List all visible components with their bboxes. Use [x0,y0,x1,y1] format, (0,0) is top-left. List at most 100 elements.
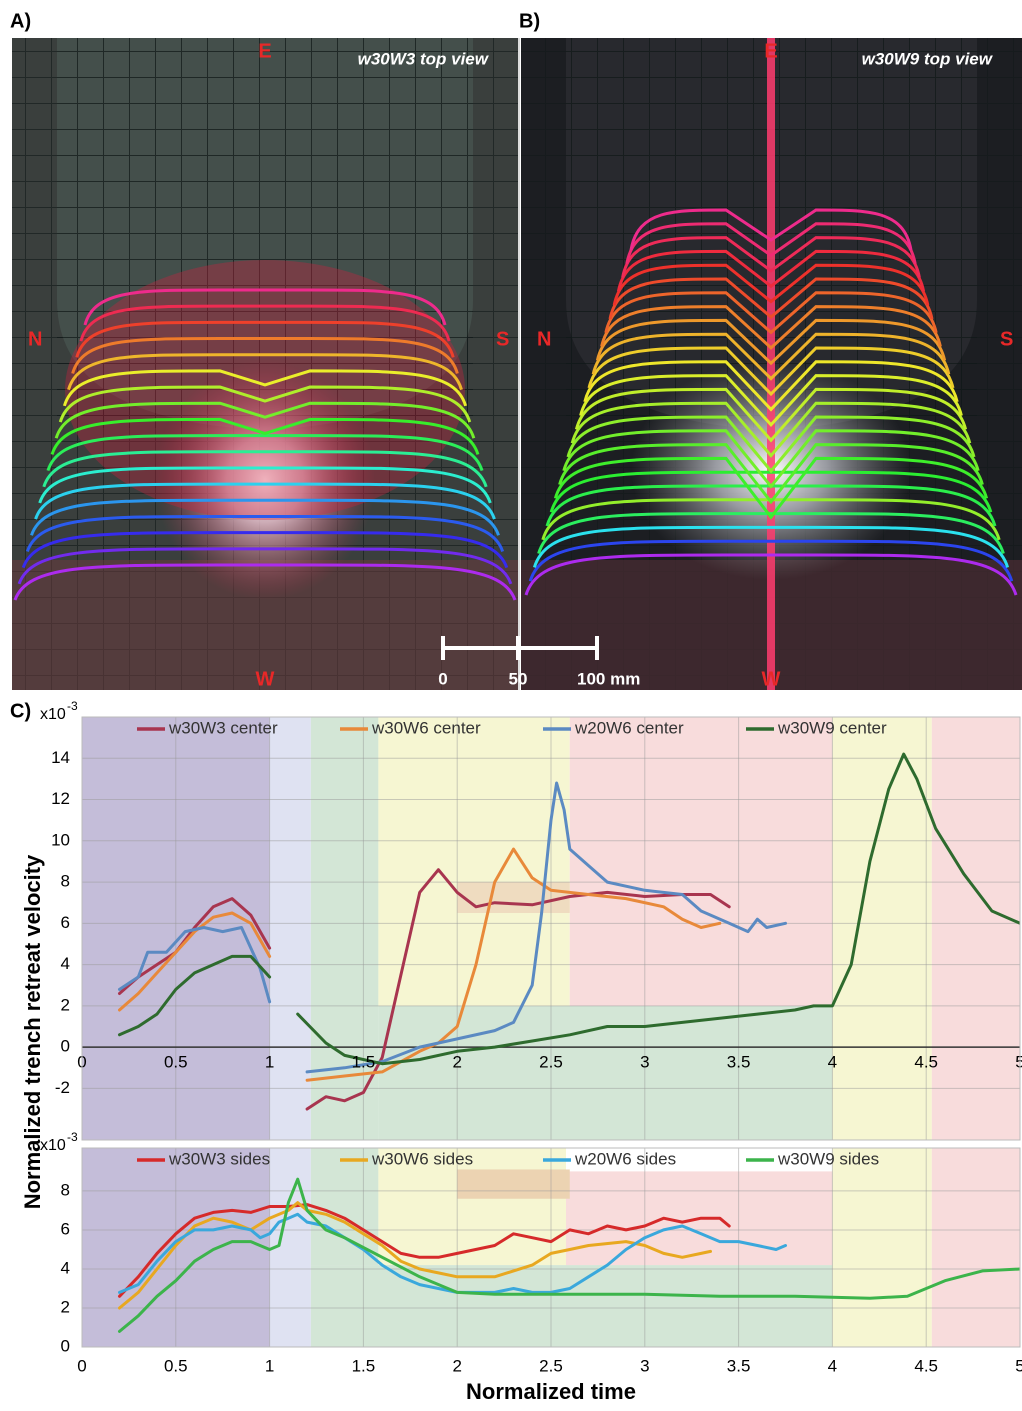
legend-label: w30W3 center [168,718,278,737]
y-tick-label: 6 [61,913,70,932]
photo-panel [12,38,518,690]
time-band [832,717,932,1140]
contour-line [595,318,947,366]
contour-line [600,305,942,350]
contour-line [612,263,930,306]
x-tick-label: 4.5 [914,1053,938,1072]
contour-line [579,374,963,428]
legend-label: w20W6 sides [574,1149,676,1168]
contour-line [50,417,480,455]
contour-line [17,547,513,585]
contour-line [528,539,1014,582]
plot-frame [81,1147,1021,1348]
compass-south: S [496,328,509,350]
contour-line [566,415,976,474]
time-band [378,1148,567,1266]
y-tick-label: 8 [61,1180,70,1199]
y-scale-base: x10 [40,706,66,723]
time-band [378,717,570,1006]
contour-line [524,553,1018,596]
x-tick-label: 2.5 [539,1053,563,1072]
contour-line [583,360,959,412]
panel-label: C) [10,700,31,722]
contour-line [562,429,980,489]
legend-label: w30W9 center [777,718,887,737]
panel-label: A) [10,10,31,32]
time-band [931,1148,1020,1347]
x-tick-label: 3 [640,1053,649,1072]
compass-south: S [1000,328,1013,350]
contour-line [30,498,500,536]
contour-line [83,288,447,326]
x-tick-label: 0 [77,1356,86,1375]
contour-line [25,514,505,552]
time-band [931,717,1020,1140]
x-tick-label: 3.5 [727,1356,751,1375]
x-tick-label: 2 [452,1356,461,1375]
contour-line [604,291,938,335]
time-band [269,717,311,1140]
time-band [310,1148,379,1266]
series-line [118,847,722,1082]
x-tick-label: 5 [1015,1356,1022,1375]
contour-line [537,512,1005,555]
contour-line [38,466,492,504]
contour-line [54,401,476,439]
contour-line [46,434,484,472]
red-glow [65,260,465,520]
contour-line [625,222,917,265]
series-line [118,1212,787,1294]
compass-east: E [258,40,271,62]
y-tick-label: -2 [55,1078,70,1097]
x-tick-label: 1.5 [352,1053,376,1072]
contour-line [574,387,968,443]
series-line [118,868,731,1111]
y-scale-exponent: -3 [67,699,78,713]
x-tick-label: 1 [265,1356,274,1375]
y-tick-label: 12 [51,789,70,808]
plot-frame [81,716,1021,1141]
x-tick-label: 3 [640,1356,649,1375]
y-tick-label: 0 [61,1336,70,1355]
time-band [457,1169,570,1199]
photo-panel [521,38,1022,690]
time-band [457,882,570,914]
x-tick-label: 2.5 [539,1356,563,1375]
x-tick-label: 3.5 [727,1053,751,1072]
x-axis-label: Normalized time [466,1379,636,1404]
panel-title: w30W9 top view [862,49,994,68]
contour-line [616,249,926,292]
time-band [569,717,833,1006]
y-scale-base: x10 [40,1137,66,1154]
contour-line [42,450,488,488]
contour-line [570,401,972,458]
y-tick-label: 6 [61,1219,70,1238]
y-tick-label: 4 [61,954,70,973]
contour-line [532,525,1010,568]
contour-line [591,332,951,381]
scale-label: 50 [509,669,528,688]
series-line [118,1201,712,1310]
y-scale-exponent: -3 [67,1130,78,1144]
scale-label: 0 [438,669,447,688]
contour-line [13,563,517,601]
contour-line [629,208,913,251]
series-line [118,752,1020,1066]
contour-line [558,443,984,505]
x-tick-label: 4.5 [914,1356,938,1375]
y-tick-label: 2 [61,1297,70,1316]
legend-label: w30W3 sides [168,1149,270,1168]
x-tick-label: 0.5 [164,1356,188,1375]
y-tick-label: 4 [61,1258,70,1277]
contour-line [608,277,934,320]
panel-title: w30W3 top view [358,49,490,68]
contour-line [75,320,455,358]
compass-north: N [28,328,42,350]
compass-west: W [762,668,781,690]
time-band [310,1265,833,1347]
plot-area [82,1148,1020,1347]
y-tick-label: 2 [61,995,70,1014]
contour-line [71,337,459,374]
y-tick-label: 10 [51,830,70,849]
